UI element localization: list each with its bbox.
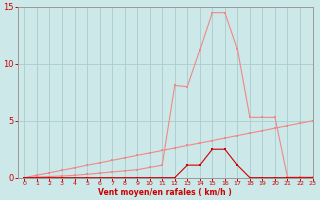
X-axis label: Vent moyen/en rafales ( km/h ): Vent moyen/en rafales ( km/h ) <box>99 188 232 197</box>
